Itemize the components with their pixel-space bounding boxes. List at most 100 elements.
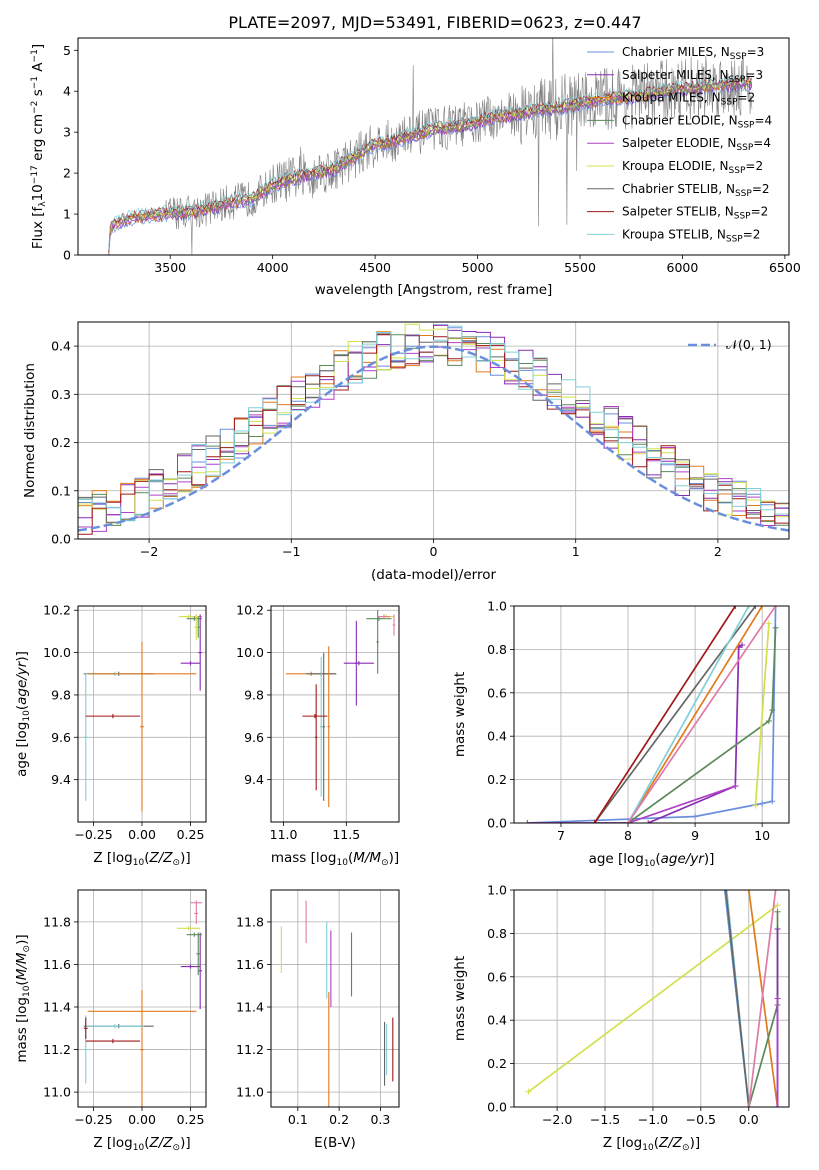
weight-marker [772, 606, 779, 609]
weight-marker [732, 783, 739, 790]
legend-tail: =2 [738, 91, 756, 105]
weight-line-kroupa-elodie [754, 623, 770, 806]
weight-marker [752, 802, 759, 809]
weight-marker [722, 890, 729, 893]
x-axis-label-part: age [log [589, 851, 644, 867]
y-tick-label: 11.4 [43, 1000, 71, 1015]
plot-area [78, 323, 789, 539]
y-tick-label: 10.0 [236, 645, 264, 660]
y-tick-label: 11.2 [43, 1042, 71, 1057]
x-tick-label: 5500 [564, 260, 596, 275]
x-axis-label-part: 10 [133, 1143, 145, 1153]
legend-label: Chabrier STELIB, N [622, 182, 735, 196]
y-axis-label-part: −2 [30, 101, 40, 114]
y-axis-label: age [log10(age/yr)] [14, 651, 32, 777]
legend-label: Chabrier ELODIE, N [622, 113, 738, 127]
legend-entry-salpeter-miles: Salpeter MILES, NSSP=3 [622, 68, 763, 85]
x-axis-label-part: )] [704, 851, 715, 867]
x-tick-label: 0.1 [288, 1112, 308, 1127]
plot-area [524, 606, 779, 823]
weight-marker [745, 1104, 752, 1107]
y-tick-label: 0.0 [51, 532, 71, 547]
x-axis-label: age [log10(age/yr)] [589, 851, 715, 869]
x-tick-label: 11.5 [332, 827, 360, 842]
y-axis-label-part: M/M [14, 952, 30, 980]
y-axis-label-part: s [30, 89, 46, 100]
y-axis-label-part: mass [log [14, 997, 30, 1063]
y-axis-label-part: 10 [30, 184, 46, 201]
weight-line-kroupa-elodie [527, 904, 779, 1093]
legend-sub: SSP [734, 212, 751, 222]
x-axis-label-part: Z [log [603, 1135, 642, 1151]
x-axis-label-part: )] [180, 1135, 191, 1151]
y-axis-label-part: −1 [30, 49, 40, 62]
x-axis-label-part: M/M [353, 850, 381, 866]
y-tick-label: 11.6 [43, 957, 71, 972]
x-tick-label: 5000 [462, 260, 494, 275]
x-tick-label: 8 [624, 828, 632, 843]
legend-sub: SSP [730, 52, 747, 62]
weight-marker [692, 813, 699, 820]
y-tick-label: 11.4 [236, 1000, 264, 1015]
y-tick-label: 9.6 [244, 730, 264, 745]
x-tick-label: 6000 [667, 260, 699, 275]
legend-entry-chabrier-elodie: Chabrier ELODIE, NSSP=4 [622, 113, 772, 130]
legend-sub: SSP [738, 120, 755, 130]
y-tick-label: 0.4 [487, 729, 507, 744]
x-axis-label-part: ⊙ [682, 1143, 690, 1153]
legend-label: Chabrier MILES, N [622, 45, 730, 59]
x-tick-label: 0.00 [128, 827, 156, 842]
y-tick-label: 1 [63, 207, 71, 222]
y-axis-label: Flux [fλ10−17 erg cm−2 s−1 A−1] [30, 44, 48, 249]
y-tick-label: 0.3 [51, 387, 71, 402]
y-tick-label: 11.0 [43, 1085, 71, 1100]
weight-marker [645, 820, 652, 823]
age-vs-mass-panel: 11.0 11.5 9.4 9.6 9.8 10.0 10.2 mass [log10(M/M… [236, 603, 400, 868]
y-tick-label: 0.0 [487, 1100, 507, 1115]
y-tick-label: 11.8 [43, 914, 71, 929]
mass-vs-ebv-panel: 0.1 0.2 0.3 11.0 11.2 11.4 11.6 11.8 E(B-V) [236, 889, 400, 1151]
y-axis-label-part: ] [30, 44, 46, 49]
weight-line-chabrier-elodie [627, 627, 777, 823]
weight-marker [759, 800, 766, 807]
axes-frame [77, 889, 207, 1108]
y-tick-label: 0.2 [487, 1056, 507, 1071]
x-axis-label-part: age/yr [661, 851, 706, 867]
x-tick-label: −2.0 [542, 1112, 572, 1127]
x-axis-label: wavelength [Angstrom, rest frame] [315, 282, 553, 298]
legend-tail: =2 [745, 159, 763, 173]
x-axis-label-part: Z [log [93, 1135, 132, 1151]
legend-tail: =3 [745, 68, 763, 82]
y-tick-label: 9.8 [51, 687, 71, 702]
weight-marker [774, 902, 781, 909]
legend-tail: =4 [753, 136, 771, 150]
plot-area [286, 610, 396, 808]
plot-area [280, 900, 394, 1107]
legend-sub: SSP [726, 234, 743, 244]
y-axis-label-part: 10 [22, 985, 32, 997]
legend-tail: =2 [751, 205, 769, 219]
x-tick-label: 2 [714, 544, 722, 559]
plot-area [83, 614, 203, 812]
y-tick-label: 10.0 [43, 645, 71, 660]
y-tick-label: 9.4 [51, 772, 71, 787]
legend-label: Kroupa ELODIE, N [622, 159, 729, 173]
weight-marker [774, 995, 781, 1002]
x-tick-label: 0.00 [128, 1112, 156, 1127]
weight-marker [759, 606, 766, 609]
x-tick-label: 1 [572, 544, 580, 559]
axes-frame [270, 889, 400, 1108]
weight-line-salpeter-miles [647, 644, 743, 823]
x-axis-label-part: wavelength [Angstrom, rest frame] [315, 282, 553, 298]
y-tick-label: 0.2 [487, 772, 507, 787]
x-axis-label: Z [log10(Z/Z⊙)] [93, 850, 190, 868]
plot-area [525, 890, 781, 1107]
x-tick-label: 11.0 [270, 827, 298, 842]
spectrum-panel: 3500 4000 4500 5000 5500 6000 6500 0 1 2 3 4 5 wavele… [30, 37, 801, 298]
y-axis-label-part: ⊙ [22, 945, 32, 953]
age-vs-z-panel: −0.25 0.00 0.259.49.69.810.010.2Z [log10(Z… [14, 603, 207, 868]
y-tick-label: 0 [63, 248, 71, 263]
x-tick-label: 4500 [359, 260, 391, 275]
weight-marker [769, 798, 776, 805]
